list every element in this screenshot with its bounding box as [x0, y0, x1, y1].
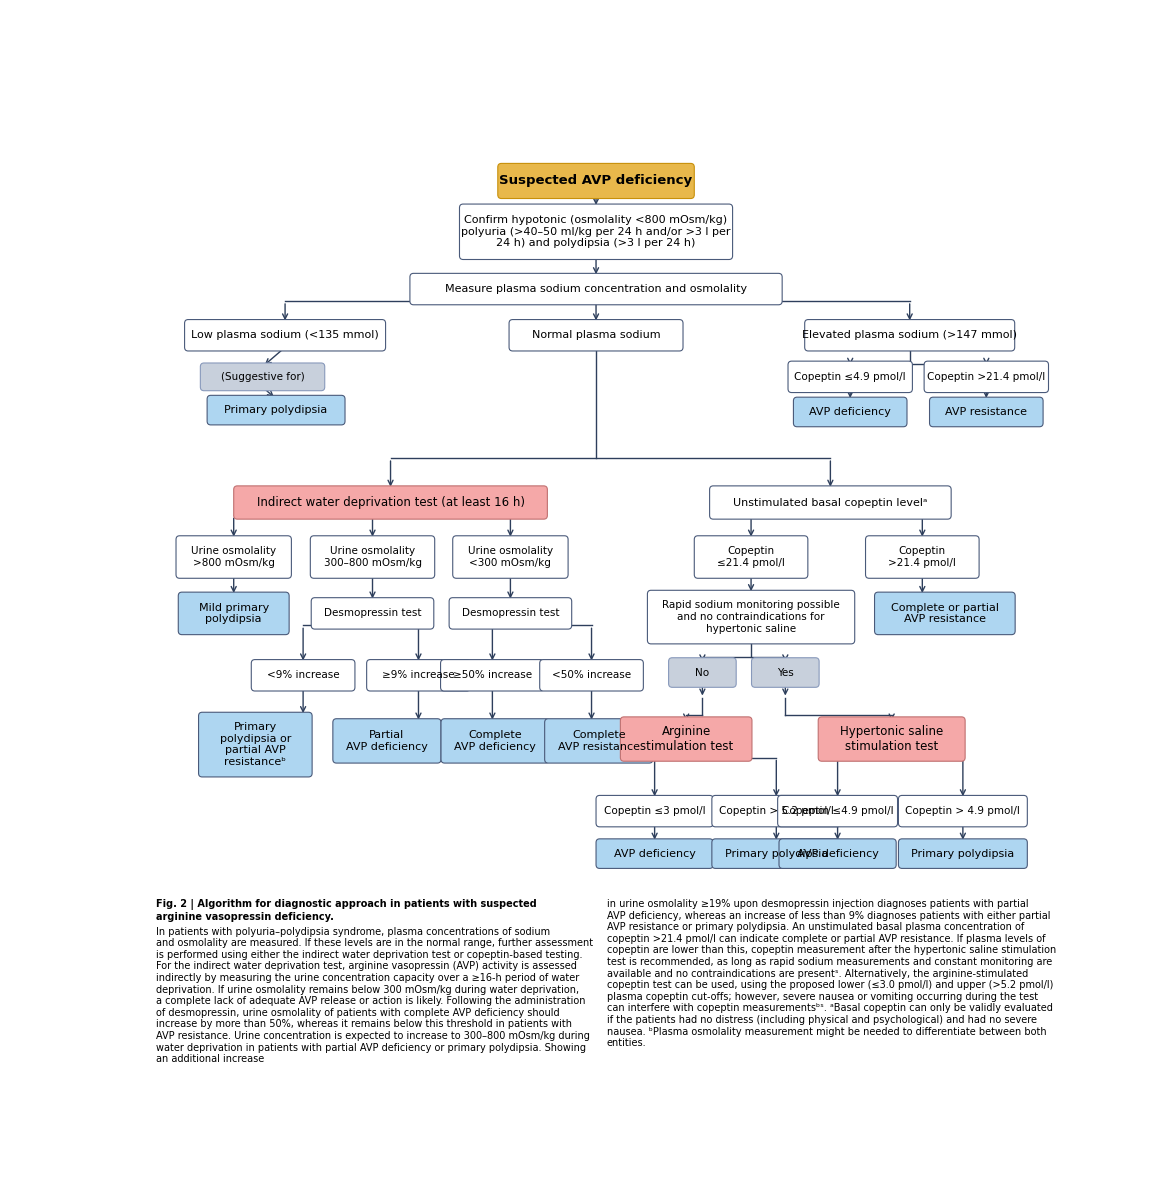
Text: AVP deficiency: AVP deficiency [614, 848, 695, 859]
Text: (Suggestive for): (Suggestive for) [221, 372, 305, 382]
Text: In patients with polyuria–polydipsia syndrome, plasma concentrations of sodium
a: In patients with polyuria–polydipsia syn… [156, 926, 593, 1064]
FancyBboxPatch shape [778, 796, 898, 827]
FancyBboxPatch shape [805, 319, 1014, 350]
FancyBboxPatch shape [333, 719, 441, 763]
Text: Confirm hypotonic (osmolality <800 mOsm/kg)
polyuria (>40–50 ml/kg per 24 h and/: Confirm hypotonic (osmolality <800 mOsm/… [462, 215, 730, 248]
FancyBboxPatch shape [669, 658, 736, 688]
FancyBboxPatch shape [793, 397, 907, 427]
Text: Primary polydipsia: Primary polydipsia [912, 848, 1014, 859]
Text: Complete or partial
AVP resistance: Complete or partial AVP resistance [891, 602, 999, 624]
Text: Low plasma sodium (<135 mmol): Low plasma sodium (<135 mmol) [191, 330, 379, 341]
FancyBboxPatch shape [199, 713, 312, 776]
FancyBboxPatch shape [712, 796, 841, 827]
FancyBboxPatch shape [929, 397, 1043, 427]
FancyBboxPatch shape [544, 719, 652, 763]
FancyBboxPatch shape [899, 839, 1027, 869]
FancyBboxPatch shape [178, 592, 290, 635]
Text: in urine osmolality ≥19% upon desmopressin injection diagnoses patients with par: in urine osmolality ≥19% upon desmopress… [607, 899, 1056, 1048]
Text: Complete
AVP deficiency: Complete AVP deficiency [455, 730, 536, 751]
Text: Copeptin >21.4 pmol/l: Copeptin >21.4 pmol/l [927, 372, 1046, 382]
FancyBboxPatch shape [234, 486, 548, 520]
Text: AVP deficiency: AVP deficiency [809, 407, 891, 416]
FancyBboxPatch shape [459, 204, 733, 259]
FancyBboxPatch shape [865, 535, 979, 578]
Text: Yes: Yes [777, 667, 793, 678]
Text: Elevated plasma sodium (>147 mmol): Elevated plasma sodium (>147 mmol) [802, 330, 1018, 341]
FancyBboxPatch shape [925, 361, 1049, 392]
FancyBboxPatch shape [200, 362, 324, 391]
Text: Mild primary
polydipsia: Mild primary polydipsia [199, 602, 269, 624]
Text: Measure plasma sodium concentration and osmolality: Measure plasma sodium concentration and … [445, 284, 747, 294]
Text: Copeptin
>21.4 pmol/l: Copeptin >21.4 pmol/l [889, 546, 956, 568]
FancyBboxPatch shape [509, 319, 683, 350]
Text: Arginine
stimulation test: Arginine stimulation test [640, 725, 733, 754]
Text: Suspected AVP deficiency: Suspected AVP deficiency [499, 174, 693, 187]
Text: Copeptin ≤4.9 pmol/l: Copeptin ≤4.9 pmol/l [794, 372, 906, 382]
Text: ≥9% increase: ≥9% increase [383, 671, 455, 680]
FancyBboxPatch shape [751, 658, 819, 688]
Text: Urine osmolality
<300 mOsm/kg: Urine osmolality <300 mOsm/kg [468, 546, 552, 568]
FancyBboxPatch shape [207, 395, 345, 425]
Text: <50% increase: <50% increase [552, 671, 632, 680]
Text: Copeptin ≤4.9 pmol/l: Copeptin ≤4.9 pmol/l [782, 806, 893, 816]
FancyBboxPatch shape [449, 598, 572, 629]
FancyBboxPatch shape [441, 660, 544, 691]
Text: Urine osmolality
300–800 mOsm/kg: Urine osmolality 300–800 mOsm/kg [323, 546, 421, 568]
FancyBboxPatch shape [452, 535, 568, 578]
FancyBboxPatch shape [899, 796, 1027, 827]
FancyBboxPatch shape [185, 319, 386, 350]
Text: Desmopressin test: Desmopressin test [462, 608, 559, 618]
Text: Copeptin > 4.9 pmol/l: Copeptin > 4.9 pmol/l [906, 806, 1020, 816]
Text: <9% increase: <9% increase [266, 671, 340, 680]
FancyBboxPatch shape [779, 839, 897, 869]
FancyBboxPatch shape [875, 592, 1015, 635]
Text: Copeptin ≤3 pmol/l: Copeptin ≤3 pmol/l [604, 806, 706, 816]
FancyBboxPatch shape [498, 163, 694, 198]
Text: Primary polydipsia: Primary polydipsia [224, 406, 328, 415]
Text: AVP deficiency: AVP deficiency [797, 848, 878, 859]
Text: Copeptin
≤21.4 pmol/l: Copeptin ≤21.4 pmol/l [718, 546, 785, 568]
Text: Unstimulated basal copeptin levelᵃ: Unstimulated basal copeptin levelᵃ [733, 498, 928, 508]
Text: Desmopressin test: Desmopressin test [323, 608, 421, 618]
Text: Indirect water deprivation test (at least 16 h): Indirect water deprivation test (at leas… [257, 496, 525, 509]
Text: Primary
polydipsia or
partial AVP
resistanceᵇ: Primary polydipsia or partial AVP resist… [220, 722, 291, 767]
FancyBboxPatch shape [366, 660, 470, 691]
FancyBboxPatch shape [709, 486, 951, 520]
FancyBboxPatch shape [789, 361, 913, 392]
FancyBboxPatch shape [176, 535, 292, 578]
FancyBboxPatch shape [694, 535, 808, 578]
Text: Primary polydipsia: Primary polydipsia [725, 848, 828, 859]
Text: Normal plasma sodium: Normal plasma sodium [531, 330, 661, 341]
Text: No: No [695, 667, 709, 678]
FancyBboxPatch shape [409, 274, 783, 305]
Text: Hypertonic saline
stimulation test: Hypertonic saline stimulation test [840, 725, 943, 754]
Text: Fig. 2 | Algorithm for diagnostic approach in patients with suspected
arginine v: Fig. 2 | Algorithm for diagnostic approa… [156, 899, 537, 922]
FancyBboxPatch shape [251, 660, 355, 691]
FancyBboxPatch shape [620, 716, 752, 761]
FancyBboxPatch shape [311, 535, 435, 578]
FancyBboxPatch shape [540, 660, 643, 691]
Text: Complete
AVP resistance: Complete AVP resistance [558, 730, 640, 751]
Text: Partial
AVP deficiency: Partial AVP deficiency [347, 730, 428, 751]
FancyBboxPatch shape [712, 839, 841, 869]
FancyBboxPatch shape [441, 719, 549, 763]
FancyBboxPatch shape [597, 839, 713, 869]
Text: ≥50% increase: ≥50% increase [452, 671, 531, 680]
FancyBboxPatch shape [819, 716, 965, 761]
FancyBboxPatch shape [312, 598, 434, 629]
Text: AVP resistance: AVP resistance [946, 407, 1027, 416]
Text: Urine osmolality
>800 mOsm/kg: Urine osmolality >800 mOsm/kg [191, 546, 277, 568]
Text: Rapid sodium monitoring possible
and no contraindications for
hypertonic saline: Rapid sodium monitoring possible and no … [662, 600, 840, 634]
FancyBboxPatch shape [597, 796, 713, 827]
Text: Copeptin > 5.2 pmol/l: Copeptin > 5.2 pmol/l [719, 806, 834, 816]
FancyBboxPatch shape [648, 590, 855, 644]
